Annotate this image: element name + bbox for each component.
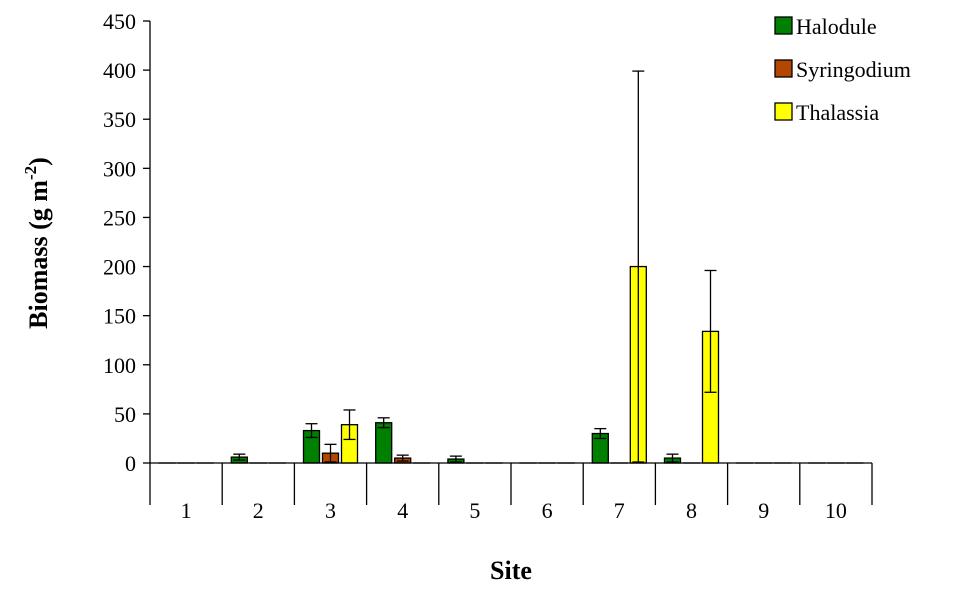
- y-tick-label-300: 300: [103, 156, 136, 181]
- x-tick-label-9: 9: [758, 498, 769, 523]
- y-tick-label-0: 0: [125, 451, 136, 476]
- y-tick-label-450: 450: [103, 9, 136, 34]
- legend-swatch-syringodium: [775, 60, 792, 77]
- bar-halodule-site-4: [376, 423, 392, 463]
- y-tick-label-200: 200: [103, 255, 136, 280]
- x-tick-label-8: 8: [686, 498, 697, 523]
- y-tick-label-150: 150: [103, 304, 136, 329]
- x-tick-label-4: 4: [397, 498, 408, 523]
- legend-label-thalassia: Thalassia: [796, 100, 879, 125]
- x-tick-label-5: 5: [469, 498, 480, 523]
- x-tick-label-1: 1: [181, 498, 192, 523]
- y-tick-label-250: 250: [103, 205, 136, 230]
- plot-area: [159, 71, 863, 463]
- legend: Halodule Syringodium Thalassia: [775, 14, 911, 125]
- y-tick-label-100: 100: [103, 353, 136, 378]
- x-tick-label-6: 6: [542, 498, 553, 523]
- axes: 0 50 100 150 200 250 300 350 400 450 1 2 3 4 5 6 7 8 9 10: [103, 9, 872, 523]
- y-tick-label-350: 350: [103, 107, 136, 132]
- legend-label-syringodium: Syringodium: [796, 57, 911, 82]
- y-axis-title-superscript: -2: [21, 166, 40, 180]
- y-axis-title: Biomass (g m-2): [21, 157, 53, 329]
- x-axis-title: Site: [490, 556, 532, 584]
- y-tick-label-400: 400: [103, 58, 136, 83]
- y-axis-title-main: Biomass (g m: [24, 180, 53, 329]
- legend-swatch-thalassia: [775, 103, 792, 120]
- x-tick-label-10: 10: [825, 498, 847, 523]
- y-tick-label-50: 50: [114, 402, 136, 427]
- x-tick-label-2: 2: [253, 498, 264, 523]
- y-axis-title-end: ): [24, 157, 53, 166]
- x-tick-label-7: 7: [614, 498, 625, 523]
- x-tick-label-3: 3: [325, 498, 336, 523]
- legend-swatch-halodule: [775, 17, 792, 34]
- legend-label-halodule: Halodule: [796, 14, 877, 39]
